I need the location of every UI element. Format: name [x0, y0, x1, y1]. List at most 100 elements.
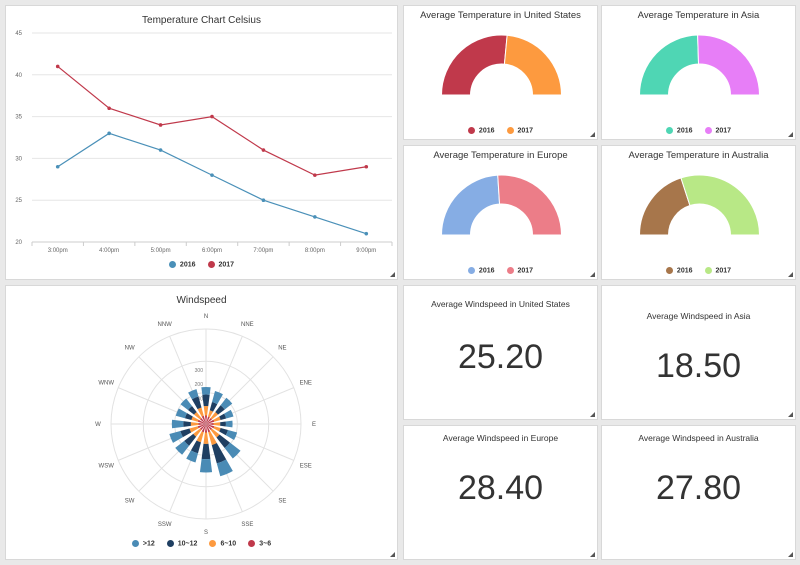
gauge-australia-legend: 2016 2017 [602, 267, 795, 274]
direction-label: ENE [300, 381, 312, 387]
windrose-bar [206, 419, 215, 424]
windrose-bar [225, 420, 233, 428]
windrose-bar [204, 424, 208, 433]
windrose-bar [187, 405, 197, 415]
windrose-bar [208, 431, 217, 446]
5-legend-item[interactable]: 6~10 [209, 540, 236, 547]
legend-marker [704, 127, 712, 134]
gauge-panel-australia: Average Temperature in Australia 2016 201… [601, 145, 796, 280]
windspeed-asia-title: Average Windspeed in Asia [646, 311, 751, 321]
x-tick-label: 3:00pm [48, 248, 68, 254]
4-legend-item[interactable]: 2017 [704, 267, 732, 275]
windspeed-australia-title: Average Windspeed in Australia [638, 433, 759, 443]
windrose-bar [206, 417, 213, 424]
gauge-us-title: Average Temperature in United States [420, 10, 581, 21]
direction-label: S [204, 530, 208, 536]
x-tick-label: 8:00pm [305, 248, 325, 254]
2-legend-item[interactable]: 2016 [665, 127, 693, 135]
resize-handle[interactable] [788, 132, 793, 137]
windrose-bar [186, 450, 198, 463]
legend-label: 2017 [715, 267, 732, 275]
direction-label: WNW [98, 381, 114, 387]
y-tick-label: 40 [15, 73, 22, 79]
windrose-bar [201, 415, 206, 424]
windrose-bar [206, 424, 213, 431]
windrose-bar [199, 458, 213, 473]
windrose-bar [213, 422, 221, 426]
legend-label: 2017 [517, 127, 534, 135]
windrose-bar [189, 426, 199, 433]
windrose-bar [211, 442, 227, 464]
resize-handle[interactable] [590, 552, 595, 557]
legend-label: 3~6 [259, 540, 272, 548]
0-legend-item[interactable]: 2017 [207, 261, 234, 268]
gauge-panel-us: Average Temperature in United States 201… [403, 5, 598, 140]
legend-marker [467, 127, 475, 134]
windrose-bar [215, 405, 225, 415]
direction-label: N [204, 314, 208, 320]
1-legend-item[interactable]: 2016 [467, 127, 495, 134]
windrose-bar [201, 424, 206, 433]
legend-marker [665, 127, 673, 134]
windrose-bar [206, 416, 210, 424]
series-line-2016 [57, 132, 367, 235]
legend-label: 2017 [715, 127, 732, 135]
direction-label: NE [278, 346, 286, 352]
4-legend-item[interactable]: 2016 [665, 267, 693, 274]
1-legend-item[interactable]: 2017 [506, 127, 534, 135]
legend-label: 2016 [676, 127, 693, 135]
windrose-bar [175, 440, 190, 455]
legend-marker [506, 127, 514, 134]
windrose-bar [216, 459, 233, 477]
windrose-bar [169, 431, 183, 443]
windrose-bar [224, 442, 241, 459]
data-point [261, 148, 266, 152]
windrose-bar [210, 411, 219, 420]
x-tick-label: 6:00pm [202, 248, 222, 254]
windrose-bar [224, 409, 234, 419]
windspeed-panel-asia: Average Windspeed in Asia 18.50 [601, 285, 796, 420]
y-tick-label: 30 [15, 156, 22, 162]
windrose-bar [199, 417, 206, 424]
windrose-bar [220, 421, 226, 427]
5-legend-item[interactable]: 3~6 [248, 540, 271, 547]
data-point [107, 106, 111, 111]
windrose-bar [206, 423, 214, 425]
windrose-bar [203, 405, 209, 416]
windspeed-europe-value: 28.40 [457, 469, 544, 507]
y-tick-label: 25 [15, 198, 22, 204]
3-legend-item[interactable]: 2016 [467, 267, 495, 274]
gauge-chart-asia [638, 34, 761, 96]
resize-handle[interactable] [788, 272, 793, 277]
resize-handle[interactable] [590, 412, 595, 417]
5-legend-item[interactable]: 10~12 [166, 540, 197, 547]
resize-handle[interactable] [788, 552, 793, 557]
windrose-bar [193, 411, 202, 420]
direction-label: W [95, 422, 101, 428]
gauge-asia-title: Average Temperature in Asia [637, 10, 760, 21]
5-legend-item[interactable]: >12 [131, 540, 155, 547]
resize-handle[interactable] [788, 412, 793, 417]
windrose-bar [188, 389, 199, 400]
0-legend-item[interactable]: 2016 [168, 261, 196, 269]
resize-handle[interactable] [590, 272, 595, 277]
resize-handle[interactable] [390, 272, 395, 277]
legend-marker [209, 540, 217, 547]
windrose-bar [206, 424, 211, 433]
direction-label: NNW [157, 322, 172, 328]
resize-handle[interactable] [390, 552, 395, 557]
windrose-bar [180, 428, 192, 438]
legend-label: 2016 [179, 261, 196, 269]
windspeed-europe-title: Average Windspeed in Europe [442, 433, 559, 443]
legend-marker [131, 540, 139, 547]
3-legend-item[interactable]: 2017 [506, 267, 533, 274]
windrose-bar [213, 426, 221, 432]
2-legend-item[interactable]: 2017 [704, 127, 732, 135]
windrose-chart: N NNE NE ENE E ESE SE SSE S SSW SW WSW W WNW NW NNW 300 2… [95, 314, 316, 536]
x-tick-label: 4:00pm [99, 248, 119, 254]
windrose-title: Windspeed [176, 295, 227, 306]
resize-handle[interactable] [590, 132, 595, 137]
y-tick-label: 35 [15, 115, 22, 121]
legend-marker [248, 540, 256, 547]
gauge-europe-title: Average Temperature in Europe [433, 150, 568, 161]
